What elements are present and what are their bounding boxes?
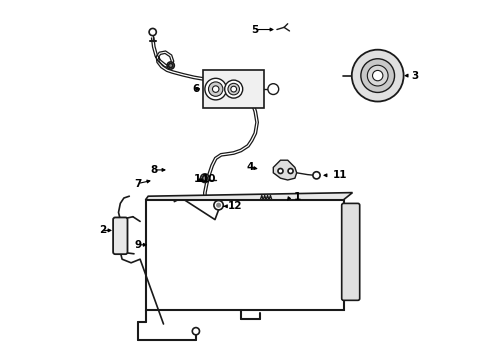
Text: 11: 11	[332, 170, 346, 180]
Text: 10: 10	[202, 174, 216, 184]
Text: 3: 3	[410, 71, 417, 81]
Text: 2: 2	[99, 225, 106, 235]
Circle shape	[208, 82, 223, 96]
Text: 9: 9	[135, 240, 142, 250]
FancyBboxPatch shape	[113, 217, 127, 254]
Circle shape	[372, 71, 382, 81]
Text: 5: 5	[250, 24, 258, 35]
Text: 1: 1	[194, 174, 201, 184]
FancyBboxPatch shape	[341, 203, 359, 300]
Circle shape	[212, 86, 219, 93]
Circle shape	[227, 84, 239, 95]
Circle shape	[167, 62, 174, 69]
Text: 7: 7	[134, 179, 142, 189]
Circle shape	[224, 80, 242, 98]
Polygon shape	[273, 160, 296, 180]
Text: 6: 6	[192, 84, 199, 94]
Text: 12: 12	[228, 201, 243, 211]
Polygon shape	[145, 193, 352, 200]
Text: 8: 8	[150, 165, 157, 175]
Text: 4: 4	[245, 162, 253, 172]
Circle shape	[267, 84, 278, 94]
Circle shape	[213, 201, 223, 210]
Bar	[145, 200, 343, 310]
Circle shape	[351, 50, 403, 102]
Circle shape	[216, 203, 221, 208]
Bar	[203, 70, 264, 108]
Circle shape	[366, 65, 387, 86]
Circle shape	[360, 59, 394, 93]
Circle shape	[168, 63, 172, 68]
Circle shape	[230, 86, 236, 92]
Circle shape	[192, 328, 199, 335]
Circle shape	[312, 172, 320, 179]
Circle shape	[277, 168, 283, 174]
Circle shape	[202, 176, 207, 181]
Circle shape	[287, 168, 292, 174]
Text: 1: 1	[294, 192, 301, 202]
Circle shape	[200, 174, 209, 183]
Circle shape	[149, 28, 156, 36]
Circle shape	[204, 78, 226, 100]
